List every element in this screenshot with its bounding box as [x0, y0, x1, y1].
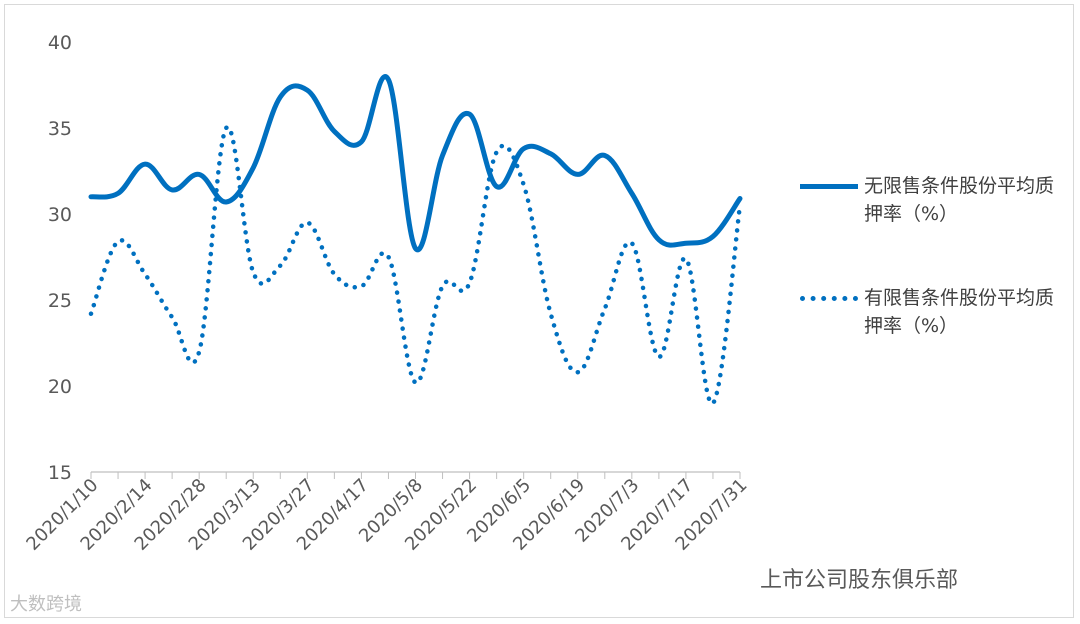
y-tick-label: 35 — [48, 118, 72, 140]
legend-item-restricted: 有限售条件股份平均质押率（%） — [800, 284, 1070, 396]
legend-item-unrestricted: 无限售条件股份平均质押率（%） — [800, 172, 1070, 284]
legend-label-unrestricted: 无限售条件股份平均质押率（%） — [864, 175, 1055, 225]
axis-layer: 1520253035402020/1/102020/2/142020/2/282… — [22, 32, 751, 555]
legend-label-restricted: 有限售条件股份平均质押率（%） — [864, 287, 1055, 337]
legend: 无限售条件股份平均质押率（%） 有限售条件股份平均质押率（%） — [800, 172, 1070, 396]
legend-swatch-dotted — [800, 296, 858, 301]
y-tick-label: 30 — [48, 204, 72, 226]
legend-swatch-solid — [800, 184, 858, 189]
series-line-unrestricted — [88, 74, 743, 253]
series-line-restricted — [88, 124, 743, 406]
watermark-bottom-right: 上市公司股东俱乐部 — [760, 568, 959, 593]
watermark-bottom-left: 大数跨境 — [10, 594, 82, 615]
y-tick-label: 20 — [48, 376, 72, 398]
series-layer — [88, 74, 743, 406]
y-tick-label: 15 — [48, 462, 72, 484]
chart-frame — [4, 4, 1074, 618]
y-tick-label: 25 — [48, 290, 72, 312]
y-tick-label: 40 — [48, 32, 72, 54]
